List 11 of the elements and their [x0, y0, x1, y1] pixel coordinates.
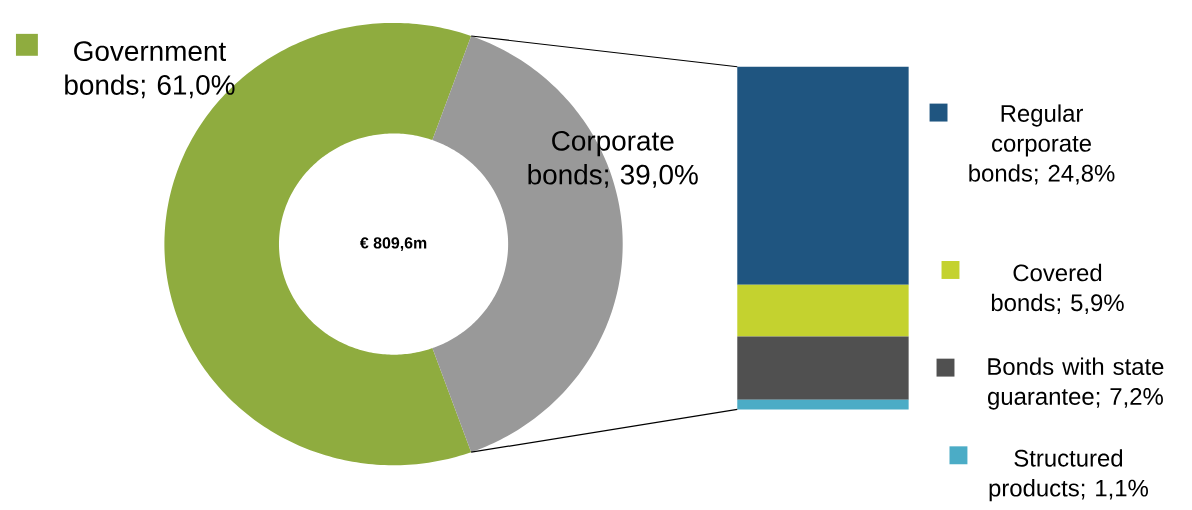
bar	[737, 284, 909, 337]
legend-label: Covered bonds; 5,9%	[991, 263, 1124, 315]
bar	[737, 66, 909, 285]
text: € 809,6m	[359, 237, 427, 251]
slice-label: Corporate bonds; 39,0%	[528, 130, 698, 188]
legend-label: Bonds with state guarantee; 7,2%	[988, 357, 1164, 410]
legend-label: Government bonds; 61,0%	[65, 41, 235, 99]
bar	[737, 399, 909, 410]
legend-label: Structured products; 1,1%	[989, 449, 1148, 502]
bar	[737, 336, 909, 400]
legend-label: Regular corporate bonds; 24,8%	[969, 104, 1115, 185]
